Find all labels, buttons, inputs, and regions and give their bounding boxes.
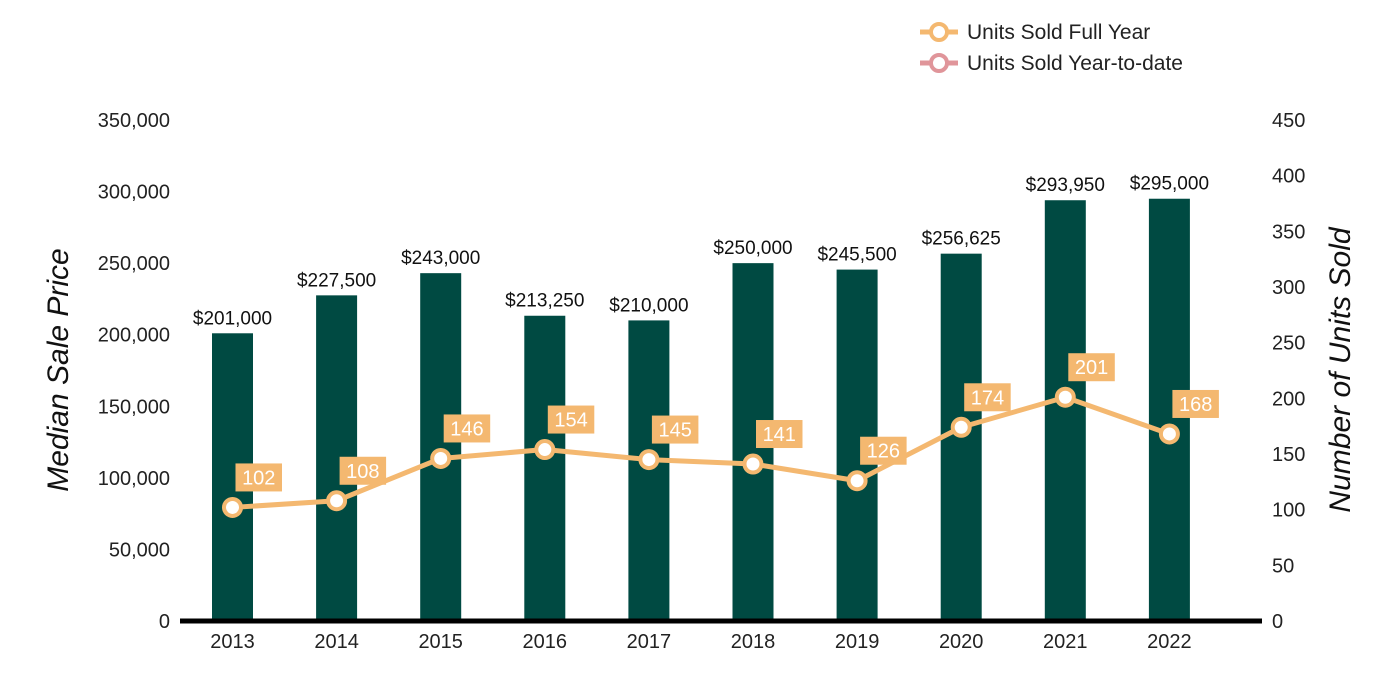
- y-left-tick-label: 150,000: [98, 396, 170, 418]
- y-left-tick-label: 300,000: [98, 182, 170, 204]
- data-point: [950, 416, 972, 438]
- data-point-label: 146: [450, 418, 483, 440]
- line-series-units-full-year: 102 108 146 154 145 141 126 174 201 168: [222, 353, 1219, 518]
- data-point: [430, 447, 452, 469]
- y-left-tick-label: 350,000: [98, 110, 170, 132]
- data-label-box: [1068, 353, 1115, 382]
- data-point: [1054, 386, 1076, 408]
- data-point-label: 154: [554, 410, 587, 432]
- x-tick-label: 2021: [1043, 631, 1088, 653]
- y-right-tick-label: 100: [1272, 500, 1305, 522]
- x-tick-label: 2014: [314, 631, 359, 653]
- y-axis-right-ticks: 0 50 100 150 200 250 300 350 400 450: [1272, 110, 1305, 633]
- x-tick-label: 2017: [627, 631, 672, 653]
- y-right-tick-label: 450: [1272, 110, 1305, 132]
- y-axis-left-title: Median Sale Price: [42, 248, 75, 491]
- data-point: [534, 439, 556, 461]
- data-point: [326, 490, 348, 512]
- data-point-label: 201: [1075, 357, 1108, 379]
- x-tick-label: 2016: [523, 631, 568, 653]
- data-point: [638, 449, 660, 471]
- legend-label-units-ytd: Units Sold Year-to-date: [967, 52, 1183, 75]
- y-right-tick-label: 150: [1272, 444, 1305, 466]
- y-left-tick-label: 250,000: [98, 253, 170, 275]
- bar: [524, 315, 566, 621]
- y-right-tick-label: 300: [1272, 277, 1305, 299]
- data-point-label: 108: [346, 461, 379, 483]
- y-left-tick-label: 50,000: [109, 539, 170, 561]
- bar: [628, 320, 670, 621]
- y-right-tick-label: 50: [1272, 555, 1294, 577]
- bar-value-label: $201,000: [193, 308, 272, 329]
- bar: [1044, 200, 1086, 621]
- data-point: [846, 470, 868, 492]
- bar-value-label: $210,000: [609, 295, 688, 316]
- legend-item-units-ytd: Units Sold Year-to-date: [920, 52, 1183, 75]
- data-label-box: [1172, 389, 1219, 418]
- bar-value-label: $213,250: [505, 291, 584, 312]
- y-left-tick-label: 0: [159, 611, 170, 633]
- legend-marker-units-full-year: [929, 22, 949, 42]
- bar: [420, 273, 462, 621]
- y-left-tick-label: 200,000: [98, 325, 170, 347]
- y-right-tick-label: 400: [1272, 166, 1305, 188]
- data-label-box: [235, 463, 282, 492]
- legend: Units Sold Full Year Units Sold Year-to-…: [920, 21, 1183, 75]
- data-point-label: 168: [1179, 394, 1212, 416]
- y-right-tick-label: 350: [1272, 221, 1305, 243]
- data-label-box: [443, 414, 491, 443]
- y-right-tick-label: 0: [1272, 611, 1283, 633]
- data-point: [742, 453, 764, 475]
- data-label-box: [860, 436, 907, 465]
- y-axis-left-ticks: 0 50,000 100,000 150,000 200,000 250,000 300,0…: [98, 110, 170, 633]
- data-point-label: 145: [658, 420, 691, 442]
- data-point: [1158, 423, 1180, 445]
- y-right-tick-label: 250: [1272, 333, 1305, 355]
- bar-data-labels: $201,000 $227,500 $243,000 $213,250 $210,000…: [193, 174, 1209, 330]
- bar-value-label: $245,500: [817, 245, 896, 266]
- bar-value-label: $293,950: [1026, 175, 1105, 196]
- series-line: [232, 394, 1171, 510]
- data-label-box: [964, 383, 1011, 412]
- x-tick-label: 2019: [835, 631, 880, 653]
- data-label-box: [756, 420, 803, 449]
- y-right-tick-label: 200: [1272, 388, 1305, 410]
- x-tick-label: 2020: [939, 631, 984, 653]
- y-left-tick-label: 100,000: [98, 468, 170, 490]
- bar-value-label: $295,000: [1130, 174, 1209, 195]
- x-tick-label: 2018: [731, 631, 776, 653]
- data-label-box: [651, 415, 699, 444]
- x-tick-label: 2015: [418, 631, 463, 653]
- data-point-label: 141: [763, 424, 796, 446]
- x-axis-ticks: 2013 2014 2015 2016 2017 2018 2019 2020 2021 2022: [210, 631, 1191, 653]
- bar-value-label: $256,625: [922, 229, 1001, 250]
- y-axis-right-title: Number of Units Sold: [1324, 226, 1357, 512]
- bar-value-label: $250,000: [713, 238, 792, 259]
- data-label-box: [547, 405, 595, 434]
- data-point-label: 126: [867, 441, 900, 463]
- bar-value-label: $243,000: [401, 248, 480, 269]
- bar-value-label: $227,500: [297, 270, 376, 291]
- legend-item-units-full-year: Units Sold Full Year: [920, 21, 1150, 44]
- bar-series: [212, 198, 1190, 621]
- legend-label-units-full-year: Units Sold Full Year: [967, 21, 1150, 44]
- data-label-box: [339, 456, 387, 485]
- x-tick-label: 2013: [210, 631, 255, 653]
- data-point-label: 174: [971, 387, 1004, 409]
- data-point-label: 102: [242, 467, 275, 489]
- x-tick-label: 2022: [1147, 631, 1192, 653]
- legend-marker-units-ytd: [929, 53, 949, 73]
- data-point: [222, 496, 243, 518]
